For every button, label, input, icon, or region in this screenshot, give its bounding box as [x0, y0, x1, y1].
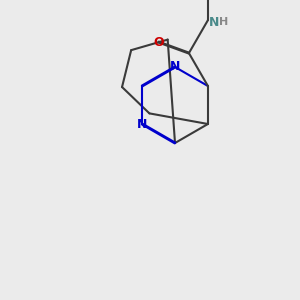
Text: H: H	[219, 17, 229, 27]
Text: N: N	[137, 118, 147, 130]
Text: N: N	[209, 16, 219, 29]
Text: O: O	[153, 35, 164, 49]
Text: N: N	[170, 61, 180, 74]
